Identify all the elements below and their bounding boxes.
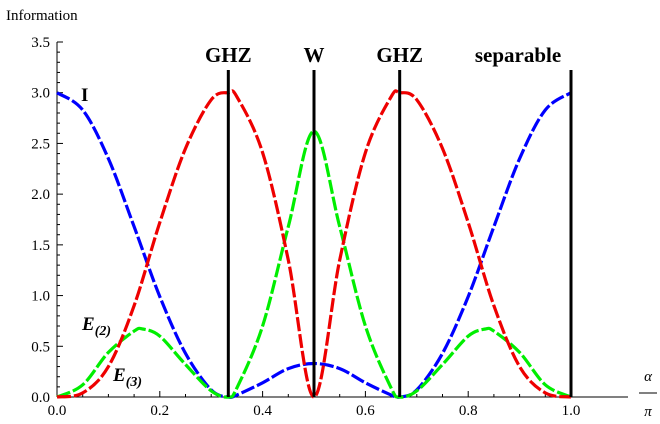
vertical-marker-label: W bbox=[304, 43, 325, 67]
x-axis-unit-denominator: π bbox=[644, 404, 652, 420]
y-tick-label: 0.5 bbox=[31, 339, 50, 355]
series-labels: I E(2) E(3) bbox=[81, 85, 142, 390]
vertical-markers: GHZ W GHZ separable bbox=[205, 43, 573, 397]
vertical-marker-label: GHZ bbox=[376, 43, 423, 67]
series-line-3 bbox=[56, 89, 572, 399]
vertical-marker-label: GHZ bbox=[205, 43, 252, 67]
y-ticks: 0.0 0.5 1.0 1.5 2.0 2.5 3.0 3.5 bbox=[31, 35, 63, 406]
series-label-e3: E(3) bbox=[112, 365, 142, 390]
y-tick-label: 1.0 bbox=[31, 289, 50, 305]
y-tick-label: 3.0 bbox=[31, 86, 50, 102]
x-tick-label: 1.0 bbox=[562, 403, 581, 419]
x-tick-label: 0.8 bbox=[459, 403, 478, 419]
y-tick-label: 2.5 bbox=[31, 136, 50, 152]
series-label-i: I bbox=[81, 85, 88, 106]
x-tick-label: 0.4 bbox=[253, 403, 272, 419]
y-tick-label: 3.5 bbox=[31, 35, 50, 51]
y-tick-label: 1.5 bbox=[31, 238, 50, 254]
series-label-e2: E(2) bbox=[81, 314, 111, 339]
axes bbox=[56, 42, 628, 398]
series-line-2 bbox=[56, 129, 572, 399]
x-axis-unit-numerator: α bbox=[644, 369, 653, 385]
x-tick-label: 0.6 bbox=[356, 403, 375, 419]
y-tick-label: 2.0 bbox=[31, 187, 50, 203]
y-tick-label: 0.0 bbox=[31, 390, 50, 406]
x-axis-unit: α π bbox=[639, 369, 657, 420]
y-axis-title: Information bbox=[6, 8, 78, 24]
x-tick-label: 0.2 bbox=[150, 403, 169, 419]
vertical-marker-label: separable bbox=[475, 43, 561, 67]
x-tick-label: 0.0 bbox=[48, 403, 67, 419]
